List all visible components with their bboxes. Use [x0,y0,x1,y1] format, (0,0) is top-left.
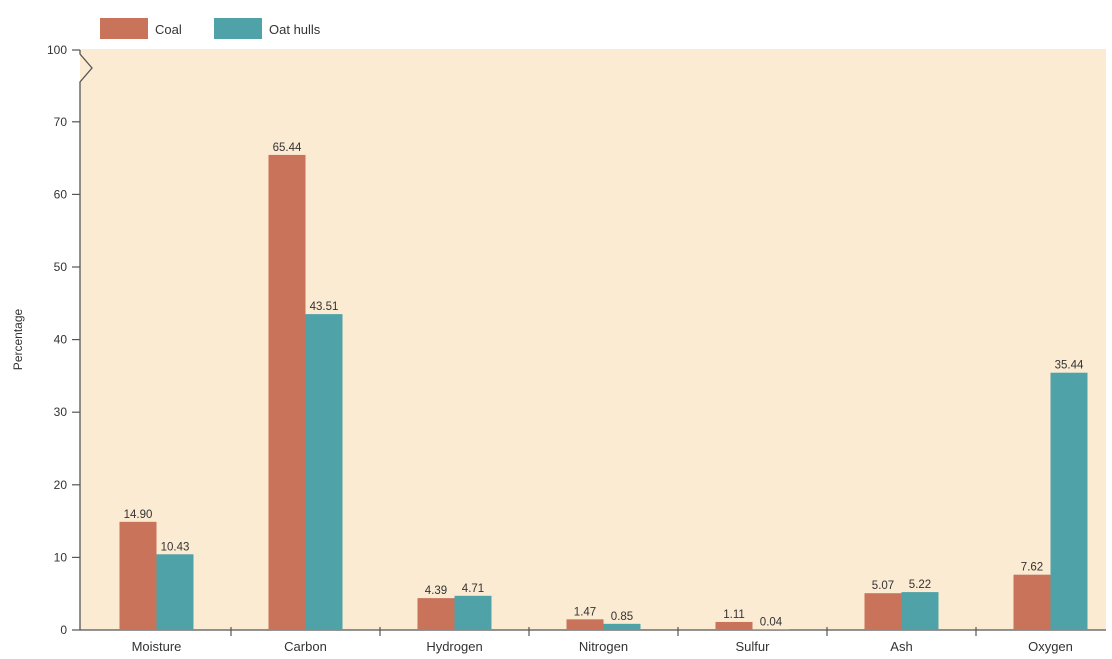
x-category-label: Ash [890,639,912,654]
bar-coal [268,154,306,631]
x-category-label: Oxygen [1028,639,1073,654]
legend-swatch [100,18,148,39]
legend-label: Coal [155,22,182,37]
bar-oat-hulls [901,592,939,630]
bar-coal [864,593,902,630]
bar-oat-hulls [603,623,641,630]
bar-coal [417,598,455,630]
data-label: 4.71 [462,583,484,595]
bar-coal [566,619,604,630]
data-label: 1.47 [574,606,596,618]
data-label: 7.62 [1021,562,1043,574]
x-category-label: Hydrogen [426,639,482,654]
y-tick-label: 20 [54,478,68,492]
data-label: 1.11 [723,609,745,621]
data-label: 65.44 [273,142,302,154]
data-label: 35.44 [1055,360,1084,372]
data-label: 5.07 [872,580,894,592]
x-category-label: Carbon [284,639,327,654]
legend-swatch [214,18,262,39]
x-category-label: Sulfur [736,639,771,654]
data-label: 43.51 [310,301,339,313]
legend-label: Oat hulls [269,22,321,37]
bar-oat-hulls [1050,372,1088,630]
bar-oat-hulls [305,314,343,630]
y-axis-title: Percentage [11,308,25,370]
y-tick-label: 0 [60,623,67,637]
y-tick-label: 40 [54,333,68,347]
data-label: 10.43 [161,541,190,553]
data-label: 5.22 [909,579,931,591]
bar-oat-hulls [454,595,492,630]
x-category-label: Nitrogen [579,639,628,654]
y-tick-label: 50 [54,260,68,274]
bar-coal [1013,574,1051,630]
y-axis-line [79,50,93,630]
y-tick-label: 10 [54,550,68,564]
data-label: 4.39 [425,585,447,597]
bar-coal [715,621,753,630]
data-label: 14.90 [124,509,153,521]
y-tick-label: 30 [54,405,68,419]
data-label: 0.04 [760,617,783,629]
bar-coal [119,521,157,630]
y-tick-label: 100 [47,43,67,57]
y-tick-label: 70 [54,115,68,129]
plot-background [80,49,1106,630]
y-tick-label: 60 [54,187,68,201]
data-label: 0.85 [611,611,633,623]
x-category-label: Moisture [132,639,182,654]
bar-oat-hulls [156,554,194,630]
